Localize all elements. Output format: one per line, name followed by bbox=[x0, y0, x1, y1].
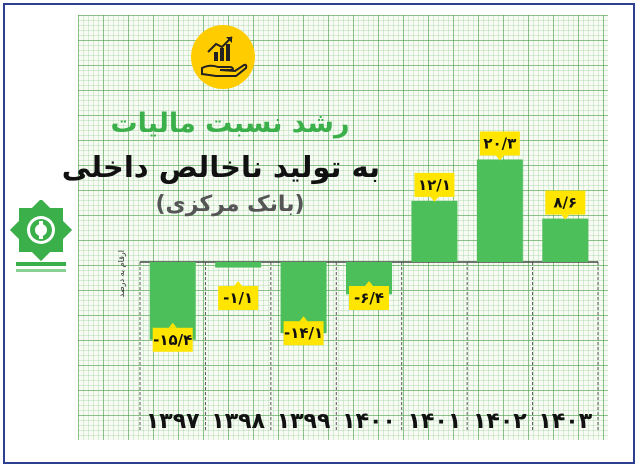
value-label-box bbox=[218, 286, 259, 310]
value-label-box bbox=[414, 172, 455, 197]
value-label-box bbox=[479, 131, 520, 156]
x-tick-label: ۱۳۹۷ bbox=[146, 409, 200, 434]
x-tick-labels: ۱۳۹۷ ۱۳۹۸ ۱۳۹۹ ۱۴۰۰ ۱۴۰۱ ۱۴۰۲ ۱۴۰۳ bbox=[146, 409, 593, 434]
x-tick-label: ۱۳۹۹ bbox=[277, 409, 331, 434]
title-line-2: به تولید ناخالص داخلی bbox=[61, 150, 380, 184]
value-label-pointer bbox=[365, 281, 373, 286]
value-label-text: -۱۵/۴ bbox=[153, 331, 192, 349]
value-label-box bbox=[283, 321, 324, 346]
x-tick-label: ۱۴۰۰ bbox=[342, 409, 396, 434]
bar-5 bbox=[411, 200, 458, 262]
x-tick-label: ۱۴۰۲ bbox=[473, 409, 527, 434]
tax-organization-emblem-icon bbox=[10, 200, 72, 272]
value-labels: -۱۵/۴ -۱/۱ -۱۴/۱ -۶/۴ ۱۲/۱ ۲۰/۳ ۸/۶ bbox=[152, 131, 586, 352]
bar-6 bbox=[476, 159, 523, 262]
growth-chart-hand-icon bbox=[191, 25, 255, 89]
value-label-1: -۱۵/۴ bbox=[152, 322, 193, 352]
value-label-box bbox=[152, 327, 193, 352]
value-label-text: ۲۰/۳ bbox=[483, 134, 516, 152]
x-tick-label: ۱۴۰۳ bbox=[538, 409, 592, 434]
value-label-pointer bbox=[234, 281, 243, 286]
value-label-pointer bbox=[430, 196, 439, 202]
value-label-4: -۶/۴ bbox=[349, 281, 389, 310]
title-source: (بانک مرکزی) bbox=[155, 192, 305, 217]
bar-7 bbox=[542, 218, 589, 262]
value-label-text: ۱۲/۱ bbox=[418, 176, 451, 194]
title-line-1: رشد نسبت مالیات bbox=[110, 108, 350, 139]
x-tick-label: ۱۴۰۱ bbox=[408, 409, 462, 434]
y-axis-unit-note: ارقام به درصد bbox=[117, 250, 126, 297]
value-label-pointer bbox=[168, 322, 177, 328]
bars bbox=[149, 159, 589, 340]
value-label-7: ۸/۶ bbox=[545, 190, 586, 220]
value-label-text: -۱۴/۱ bbox=[284, 324, 323, 342]
value-label-box bbox=[545, 190, 586, 215]
value-label-3: -۱۴/۱ bbox=[283, 316, 324, 346]
bar-2 bbox=[215, 262, 262, 268]
value-label-pointer bbox=[561, 214, 570, 220]
x-tick-label: ۱۳۹۸ bbox=[211, 409, 265, 434]
value-label-text: -۱/۱ bbox=[223, 289, 253, 307]
value-label-6: ۲۰/۳ bbox=[479, 131, 520, 161]
value-label-box bbox=[349, 286, 389, 310]
value-label-5: ۱۲/۱ bbox=[414, 172, 455, 202]
value-label-pointer bbox=[495, 155, 504, 161]
value-label-pointer bbox=[299, 316, 308, 322]
value-label-text: ۸/۶ bbox=[553, 194, 577, 212]
value-label-text: -۶/۴ bbox=[354, 289, 384, 307]
value-label-2: -۱/۱ bbox=[218, 281, 259, 310]
